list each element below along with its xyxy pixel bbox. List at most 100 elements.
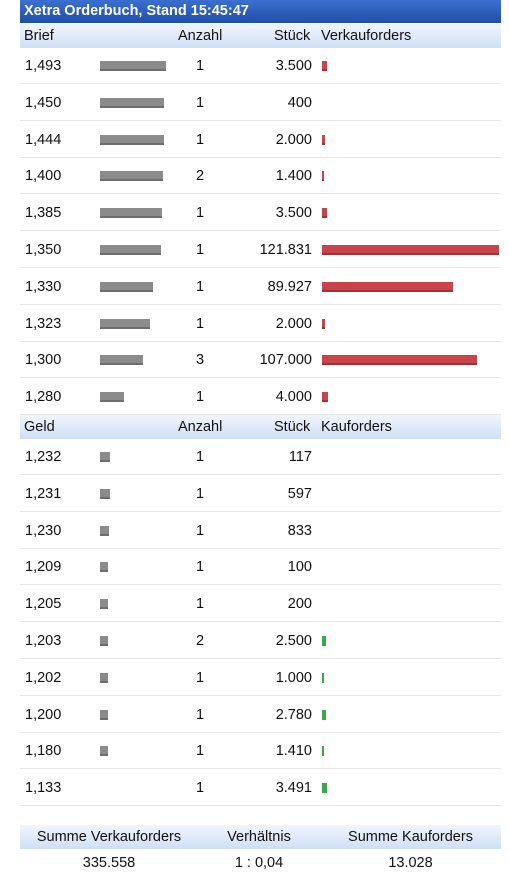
bid-qty-header: Stück <box>274 419 311 435</box>
ask-row: 1,385 1 3.500 <box>20 195 501 232</box>
row-qty: 200 <box>287 596 312 613</box>
depth-bar <box>100 709 108 720</box>
ratio-label: Verhältnis <box>227 829 291 845</box>
row-count: 1 <box>195 242 205 258</box>
depth-bar <box>100 245 161 255</box>
bid-count-header: Anzahl <box>178 419 223 435</box>
order-size-bar <box>322 134 325 145</box>
order-size-bar <box>322 281 453 292</box>
row-qty: 121.831 <box>259 242 312 258</box>
row-price: 1,209 <box>25 559 62 576</box>
row-price: 1,230 <box>25 522 62 539</box>
row-count: 1 <box>195 522 205 539</box>
row-count: 1 <box>195 596 205 613</box>
row-price: 1,350 <box>25 242 62 258</box>
row-price: 1,493 <box>25 58 62 74</box>
ask-header: Brief Anzahl Stück Verkauforders <box>20 24 501 48</box>
bid-row: 1,202 1 1.000 <box>20 660 501 696</box>
ask-price-header: Brief <box>24 28 54 44</box>
row-price: 1,203 <box>25 633 62 649</box>
row-qty: 833 <box>287 522 312 539</box>
row-count: 1 <box>195 131 205 148</box>
row-price: 1,231 <box>25 485 62 502</box>
ask-row: 1,323 1 2.000 <box>20 306 501 342</box>
depth-bar <box>100 134 164 145</box>
row-count: 1 <box>195 315 205 332</box>
order-size-bar <box>322 61 327 71</box>
row-price: 1,200 <box>25 706 62 723</box>
row-price: 1,323 <box>25 315 62 332</box>
row-price: 1,133 <box>25 780 62 797</box>
row-qty: 400 <box>287 94 312 111</box>
row-qty: 100 <box>287 559 312 576</box>
depth-bar <box>100 281 153 292</box>
row-count: 1 <box>195 205 205 222</box>
sum-sell-value: 335.558 <box>82 855 136 871</box>
row-price: 1,232 <box>25 449 62 465</box>
row-qty: 117 <box>288 449 312 465</box>
row-qty: 89.927 <box>267 278 312 295</box>
order-size-bar <box>322 355 477 366</box>
depth-bar <box>100 488 110 499</box>
order-size-bar <box>322 318 325 329</box>
order-size-bar <box>322 636 326 646</box>
ask-qty-header: Stück <box>274 28 311 44</box>
depth-bar <box>100 525 109 536</box>
row-price: 1,280 <box>25 389 62 406</box>
row-count: 1 <box>195 669 205 686</box>
depth-bar <box>100 562 108 573</box>
bid-row: 1,200 1 2.780 <box>20 697 501 733</box>
row-price: 1,300 <box>25 352 62 369</box>
ask-row: 1,444 1 2.000 <box>20 122 501 158</box>
row-count: 1 <box>195 449 205 465</box>
ask-row: 1,493 1 3.500 <box>20 48 501 84</box>
bid-header: Geld Anzahl Stück Kauforders <box>20 415 501 439</box>
row-count: 3 <box>195 352 205 369</box>
sum-buy-label: Summe Kauforders <box>348 829 473 845</box>
ask-orders-header: Verkauforders <box>321 28 412 44</box>
ask-count-header: Anzahl <box>178 28 223 44</box>
depth-bar <box>100 318 150 329</box>
ask-row: 1,280 1 4.000 <box>20 379 501 416</box>
order-size-bar <box>322 245 499 255</box>
row-qty: 2.780 <box>275 706 312 723</box>
order-size-bar <box>322 709 326 720</box>
order-size-bar <box>322 783 327 794</box>
row-qty: 597 <box>287 485 312 502</box>
bid-row: 1,180 1 1.410 <box>20 733 501 770</box>
row-qty: 3.491 <box>275 780 312 797</box>
bid-row: 1,205 1 200 <box>20 586 501 623</box>
row-count: 2 <box>195 633 205 649</box>
depth-bar <box>100 599 108 610</box>
summary-header: Summe Verkauforders Verhältnis Summe Kau… <box>20 825 501 849</box>
bid-row: 1,231 1 597 <box>20 476 501 512</box>
row-qty: 107.000 <box>259 352 312 369</box>
row-price: 1,400 <box>25 168 62 185</box>
order-size-bar <box>322 392 328 403</box>
row-count: 1 <box>195 559 205 576</box>
depth-bar <box>100 355 143 366</box>
row-qty: 2.000 <box>275 131 312 148</box>
depth-bar <box>100 97 164 108</box>
summary-values: 335.558 1 : 0,04 13.028 <box>20 853 501 874</box>
ask-row: 1,350 1 121.831 <box>20 232 501 268</box>
row-count: 1 <box>195 706 205 723</box>
row-price: 1,330 <box>25 278 62 295</box>
ask-row: 1,450 1 400 <box>20 85 501 121</box>
row-price: 1,205 <box>25 596 62 613</box>
orderbook-title: Xetra Orderbuch, Stand 15:45:47 <box>20 0 501 23</box>
row-count: 1 <box>195 278 205 295</box>
row-count: 1 <box>195 485 205 502</box>
bid-orders-header: Kauforders <box>321 419 392 435</box>
row-count: 1 <box>195 94 205 111</box>
sum-sell-label: Summe Verkauforders <box>36 829 182 845</box>
row-price: 1,444 <box>25 131 62 148</box>
row-count: 2 <box>195 168 205 185</box>
sum-buy-value: 13.028 <box>388 855 433 871</box>
ratio-value: 1 : 0,04 <box>234 855 284 871</box>
order-size-bar <box>322 672 324 683</box>
row-count: 1 <box>195 743 205 760</box>
bid-row: 1,209 1 100 <box>20 549 501 586</box>
row-price: 1,180 <box>25 743 62 760</box>
